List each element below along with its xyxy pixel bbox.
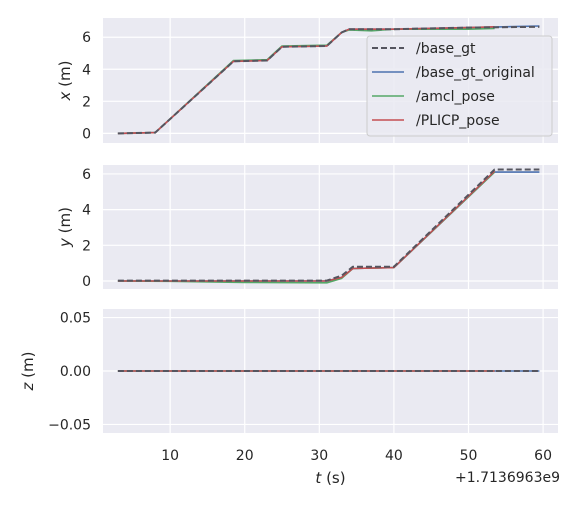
x-tick-label: 60 xyxy=(534,448,552,464)
y-tick-label: 4 xyxy=(82,62,91,78)
y-tick-label: 0 xyxy=(82,274,91,290)
legend: /base_gt/base_gt_original/amcl_pose/PLIC… xyxy=(366,35,553,137)
y-axis-label: x (m) xyxy=(56,61,74,102)
legend-label: /base_gt_original xyxy=(416,65,535,81)
y-axis-label: y (m) xyxy=(56,207,74,248)
y-tick-label: 0 xyxy=(82,126,91,142)
legend-box xyxy=(366,35,553,137)
x-tick-label: 10 xyxy=(161,448,179,464)
legend-label: /base_gt xyxy=(416,41,476,57)
y-tick-label: 6 xyxy=(82,167,91,183)
series-PLICP-pose-line xyxy=(117,26,495,135)
y-tick-label: 6 xyxy=(82,30,91,46)
y-tick-label: 0.00 xyxy=(60,364,91,380)
y-axis-label: z (m) xyxy=(19,352,37,392)
x-tick-label: 40 xyxy=(385,448,403,464)
y-tick-label: 2 xyxy=(82,238,91,254)
y-tick-label: 2 xyxy=(82,94,91,110)
y-tick-label: 0.05 xyxy=(60,311,91,327)
y-tick-label: −0.05 xyxy=(48,417,91,433)
series-base-gt-line xyxy=(117,168,540,282)
x-tick-label: 20 xyxy=(236,448,254,464)
x-tick-label: 50 xyxy=(460,448,478,464)
legend-label: /PLICP_pose xyxy=(416,113,500,129)
panel-z: 0.05 0.00 −0.05 z (m) xyxy=(19,309,558,433)
x-axis-label: t (s) xyxy=(315,469,345,487)
legend-label: /amcl_pose xyxy=(416,89,495,105)
x-tick-label: 30 xyxy=(310,448,328,464)
panel-y: 0 2 4 6 y (m) xyxy=(56,165,558,290)
plot-area xyxy=(103,165,558,289)
y-tick-label: 4 xyxy=(82,203,91,219)
x-offset-label: +1.7136963e9 xyxy=(455,470,560,486)
